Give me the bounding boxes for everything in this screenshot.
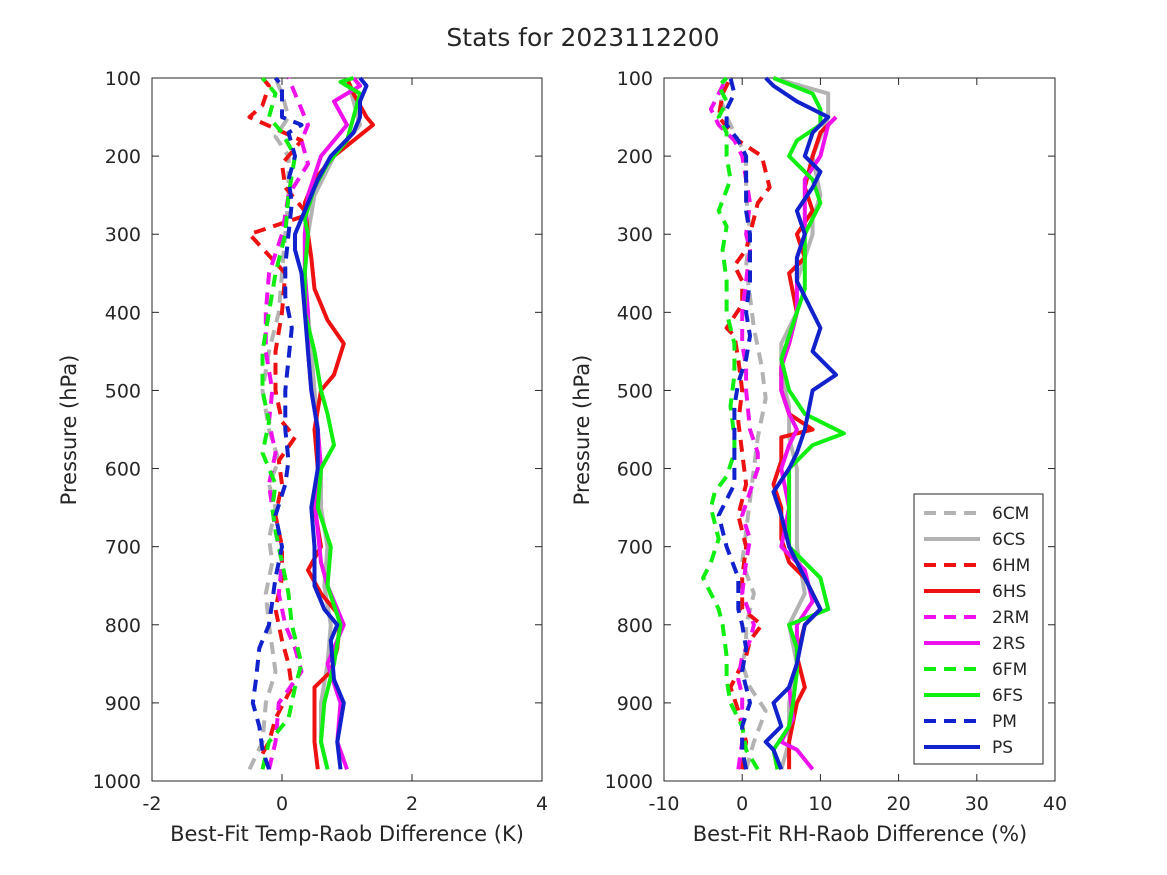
temp-ytick-label: 500 (105, 380, 141, 402)
rh-ytick-label: 500 (617, 380, 653, 402)
temp-xtick-label: 0 (276, 793, 288, 815)
temp-series-6fm (260, 76, 304, 770)
legend-label-6fm: 6FM (992, 660, 1027, 680)
rh-series-6hm (716, 77, 772, 770)
legend-label-2rm: 2RM (992, 608, 1029, 628)
rh-ytick-label: 600 (617, 459, 653, 481)
rh-ytick-label: 900 (617, 693, 653, 715)
figure-title: Stats for 2023112200 (446, 23, 719, 52)
legend-label-6cs: 6CS (992, 530, 1025, 550)
temp-plot-frame (151, 77, 543, 782)
temp-ytick-label: 300 (105, 224, 141, 246)
temp-ytick-label: 600 (105, 459, 141, 481)
legend-label-6hm: 6HM (992, 556, 1030, 576)
rh-ytick-label: 200 (617, 146, 653, 168)
rh-ytick-label: 100 (617, 68, 653, 90)
temp-series-pm (250, 76, 304, 770)
temp-series-2rm (263, 77, 310, 770)
temp-series (247, 76, 375, 771)
legend-label-2rs: 2RS (992, 634, 1025, 654)
rh-xtick-label: -10 (648, 793, 679, 815)
legend-label-6cm: 6CM (992, 504, 1029, 524)
rh-ytick-label: 1000 (605, 771, 653, 793)
rh-ylabel: Pressure (hPa) (570, 355, 594, 506)
rh-panel: -10 0 10 20 30 40 100 200 300 400 500 600 700 800 900 1… (570, 68, 1067, 846)
rh-series-pm (716, 77, 752, 770)
rh-ytick-label: 400 (617, 302, 653, 324)
temp-ytick-label: 800 (105, 615, 141, 637)
temp-ticks: -2 0 2 4 100 200 300 400 500 600 700 800 900 1000 (93, 68, 548, 815)
rh-xtick-label: 20 (887, 793, 911, 815)
rh-series-6fm (701, 76, 760, 771)
temp-xlabel: Best-Fit Temp-Raob Difference (K) (170, 822, 524, 846)
rh-ticks: -10 0 10 20 30 40 100 200 300 400 500 600 700 800 900 1… (605, 68, 1067, 815)
rh-series-6fs (771, 76, 846, 770)
temp-series-6cm (247, 77, 291, 771)
legend-label-pm: PM (992, 712, 1017, 732)
temp-ytick-label: 900 (105, 693, 141, 715)
rh-ytick-label: 800 (617, 615, 653, 637)
rh-ytick-label: 300 (617, 224, 653, 246)
rh-xtick-label: 30 (965, 793, 989, 815)
temp-series-ps (293, 76, 369, 770)
legend: 6CM 6CS 6HM 6HS 2RM 2RS 6FM 6FS PM PS (913, 493, 1044, 765)
rh-plot-frame (663, 77, 1056, 782)
rh-xtick-label: 0 (736, 793, 748, 815)
temp-ytick-label: 400 (105, 302, 141, 324)
temp-xtick-label: 4 (536, 793, 548, 815)
temp-ytick-label: 200 (105, 146, 141, 168)
legend-label-6hs: 6HS (992, 582, 1026, 602)
legend-label-ps: PS (992, 738, 1013, 758)
rh-series-2rm (708, 77, 760, 770)
rh-xtick-label: 10 (808, 793, 832, 815)
rh-series (701, 76, 846, 771)
legend-label-6fs: 6FS (992, 686, 1023, 706)
rh-xtick-label: 40 (1043, 793, 1067, 815)
temp-ytick-label: 700 (105, 537, 141, 559)
temp-series-6hm (247, 76, 310, 755)
rh-ytick-label: 700 (617, 537, 653, 559)
temp-ytick-label: 1000 (93, 771, 141, 793)
temp-panel: -2 0 2 4 100 200 300 400 500 600 700 800 900 1000 Bes… (57, 68, 548, 846)
rh-series-ps (763, 76, 838, 771)
temp-ylabel: Pressure (hPa) (57, 355, 81, 506)
temp-xtick-label: -2 (143, 793, 162, 815)
temp-xtick-label: 2 (406, 793, 418, 815)
temp-ytick-label: 100 (105, 68, 141, 90)
rh-xlabel: Best-Fit RH-Raob Difference (%) (693, 822, 1027, 846)
